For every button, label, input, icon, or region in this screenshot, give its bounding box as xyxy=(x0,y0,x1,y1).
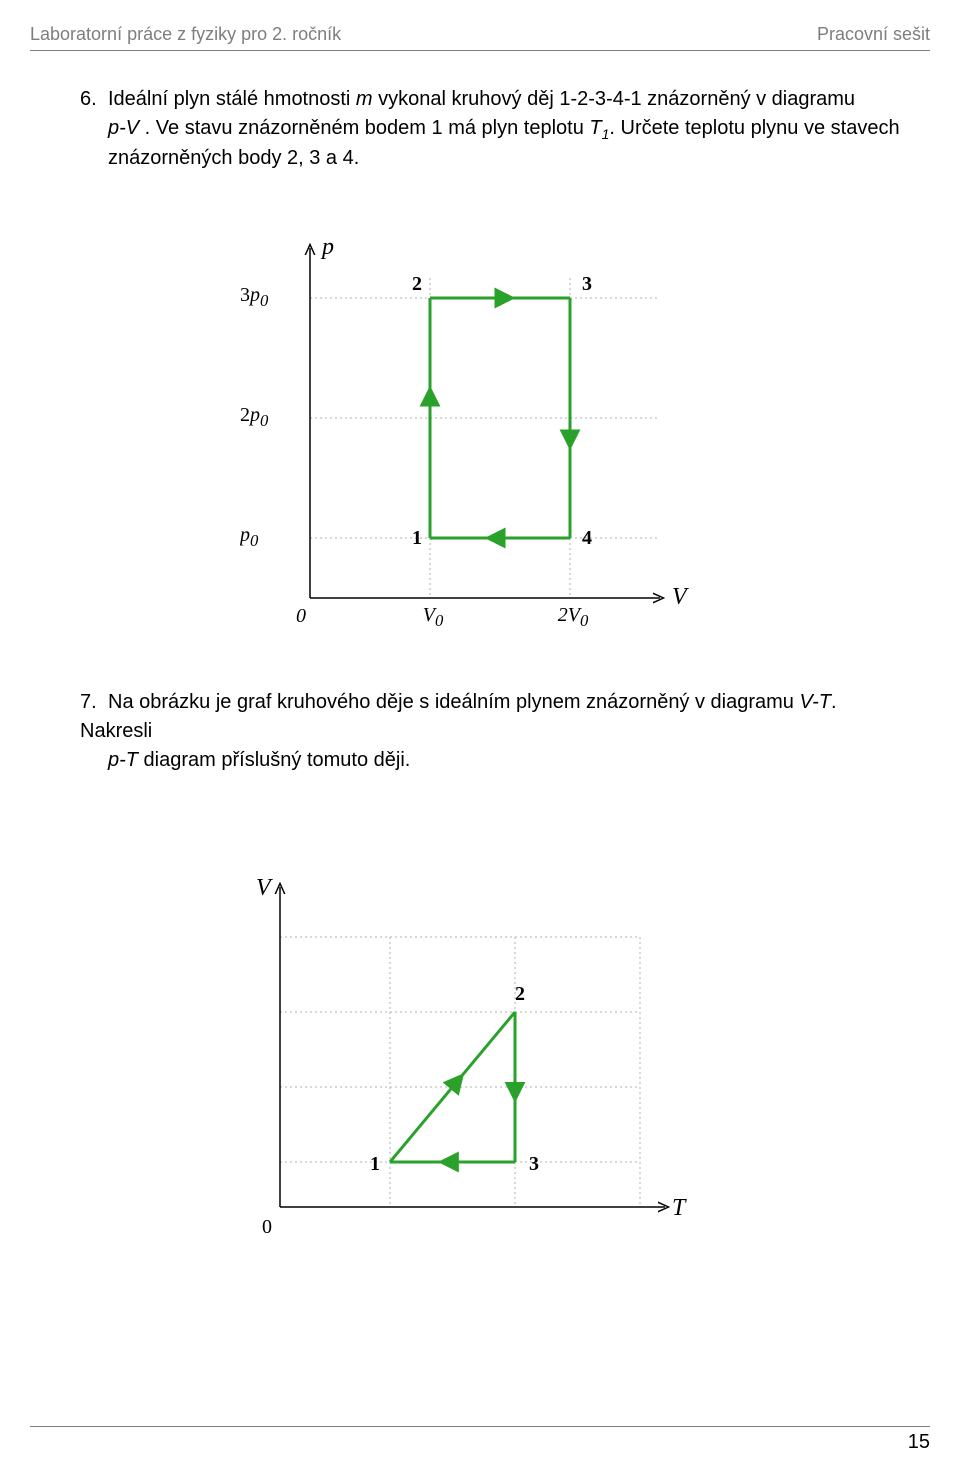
problem-6-body: p-V . Ve stavu znázorněném bodem 1 má pl… xyxy=(80,114,900,173)
svg-text:T: T xyxy=(672,1195,687,1221)
problem-6: 6.Ideální plyn stálé hmotnosti m vykonal… xyxy=(80,85,900,173)
problem-6-number: 6. xyxy=(80,85,108,114)
problem-6-m: m xyxy=(356,88,373,110)
problem-7-number: 7. xyxy=(80,688,108,717)
problem-6-text-c: . Ve stavu znázorněném bodem 1 má plyn t… xyxy=(139,117,589,139)
svg-text:2: 2 xyxy=(412,273,422,295)
problem-7-body: p-T diagram příslušný tomuto ději. xyxy=(80,746,900,775)
problem-6-T1-letter: T xyxy=(589,117,601,139)
header-left: Laboratorní práce z fyziky pro 2. ročník xyxy=(30,24,341,45)
svg-text:4: 4 xyxy=(582,527,592,549)
footer-rule xyxy=(30,1426,930,1427)
svg-text:0: 0 xyxy=(262,1216,272,1238)
svg-text:1: 1 xyxy=(412,527,422,549)
problem-6-T1: T1 xyxy=(589,117,609,139)
header-rule xyxy=(30,50,930,51)
spacer xyxy=(80,787,900,837)
page: Laboratorní práce z fyziky pro 2. ročník… xyxy=(0,0,960,1478)
problem-7-text-c: diagram příslušný tomuto ději. xyxy=(138,749,410,771)
problem-6-text-b: vykonal kruhový děj 1-2-3-4-1 znázorněný… xyxy=(373,88,855,110)
svg-text:V: V xyxy=(672,584,689,610)
page-footer: 15 xyxy=(30,1426,930,1454)
problem-6-text-d: . Určete teplotu plynu ve stavech xyxy=(609,117,899,139)
problem-7-pT: p-T xyxy=(108,749,138,771)
svg-text:3: 3 xyxy=(529,1153,539,1175)
problem-7-text-a: Na obrázku je graf kruhového děje s ideá… xyxy=(108,691,799,713)
svg-text:0: 0 xyxy=(296,605,306,627)
problem-6-pv: p-V xyxy=(108,117,139,139)
pv-diagram: 1234pV3p02p0p00V02V0 xyxy=(190,188,710,648)
svg-text:p: p xyxy=(320,234,334,260)
problem-6-line3: znázorněných body 2, 3 a 4. xyxy=(108,147,359,169)
problem-7-VT: V-T xyxy=(799,691,830,713)
svg-text:V: V xyxy=(256,875,273,901)
page-header: Laboratorní práce z fyziky pro 2. ročník… xyxy=(30,24,930,45)
content-area: 6.Ideální plyn stálé hmotnosti m vykonal… xyxy=(80,85,900,1247)
problem-7: 7.Na obrázku je graf kruhového děje s id… xyxy=(80,688,900,775)
header-right: Pracovní sešit xyxy=(817,24,930,45)
vt-diagram: 1 2 3 V T 0 xyxy=(170,847,690,1247)
page-number: 15 xyxy=(30,1431,930,1454)
svg-text:1: 1 xyxy=(370,1153,380,1175)
problem-6-text-a: Ideální plyn stálé hmotnosti xyxy=(108,88,356,110)
svg-text:3: 3 xyxy=(582,273,592,295)
svg-text:2: 2 xyxy=(515,983,525,1005)
